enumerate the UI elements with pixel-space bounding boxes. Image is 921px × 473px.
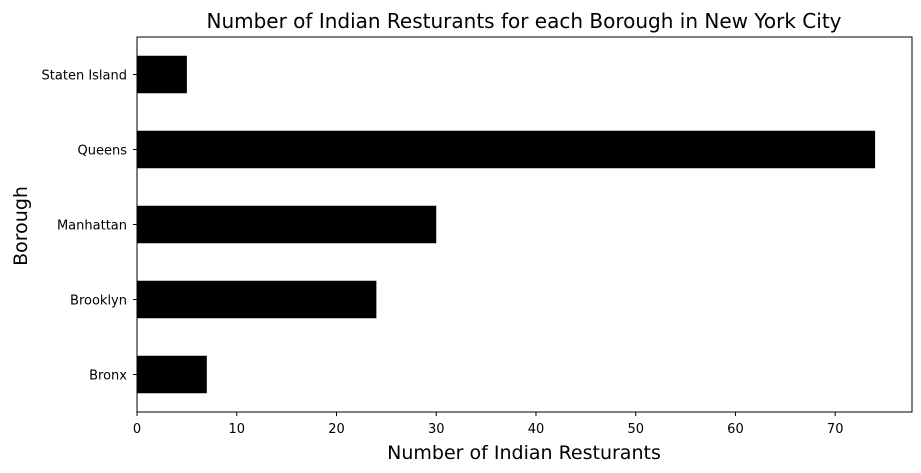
y-tick-label: Bronx: [89, 369, 127, 384]
bar-staten-island: [137, 55, 187, 94]
y-tick-label: Queens: [78, 144, 128, 159]
x-tick-label: 20: [328, 422, 345, 437]
x-tick-label: 30: [428, 422, 445, 437]
x-tick-label: 0: [133, 422, 141, 437]
y-tick-label: Staten Island: [42, 69, 127, 84]
x-tick-label: 40: [528, 422, 545, 437]
x-axis-title: Number of Indian Resturants: [387, 442, 661, 464]
bar-queens: [137, 130, 876, 169]
bar-brooklyn: [137, 280, 377, 319]
y-axis-ticks: Bronx Brooklyn Manhattan Queens Staten Islan…: [42, 69, 137, 384]
plot-frame: [136, 36, 913, 413]
y-tick-label: Brooklyn: [70, 294, 127, 309]
x-tick-label: 10: [228, 422, 245, 437]
x-tick-label: 50: [627, 422, 644, 437]
chart-title: Number of Indian Resturants for each Bor…: [206, 9, 841, 33]
bar-bronx: [137, 355, 207, 394]
x-tick-label: 70: [827, 422, 844, 437]
y-axis-title: Borough: [10, 186, 32, 266]
x-axis-ticks: 0 10 20 30 40 50 60 70: [133, 412, 844, 437]
y-tick-label: Manhattan: [57, 219, 127, 234]
bar-manhattan: [137, 205, 437, 244]
x-tick-label: 60: [727, 422, 744, 437]
bars-group: [137, 55, 876, 394]
